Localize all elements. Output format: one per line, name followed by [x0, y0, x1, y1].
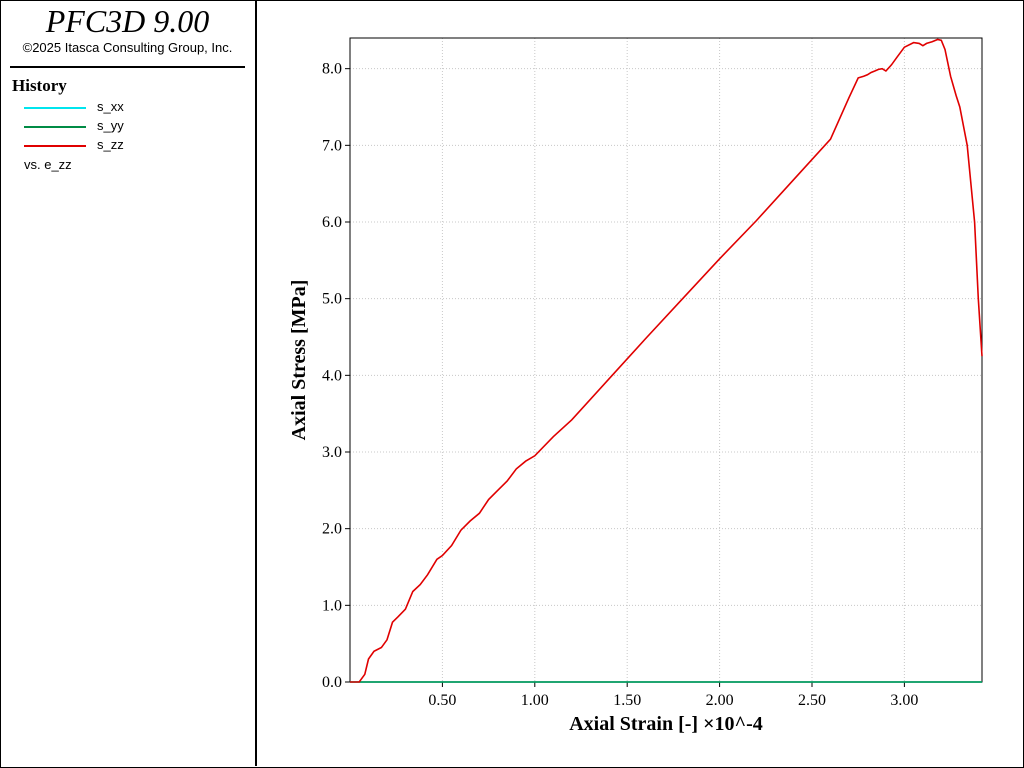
x-tick-label: 1.50: [613, 692, 641, 709]
plot-area: [349, 37, 983, 683]
x-tick-label: 2.00: [706, 692, 734, 709]
y-tick-label: 4.0: [322, 367, 342, 384]
legend-label-s-yy: s_yy: [97, 118, 124, 133]
legend-label-s-xx: s_xx: [97, 99, 124, 114]
x-tick-label: 1.00: [521, 692, 549, 709]
chart-grid: [350, 38, 982, 682]
y-tick-label: 8.0: [322, 61, 342, 78]
copyright-text: ©2025 Itasca Consulting Group, Inc.: [22, 40, 233, 55]
series-line-s-zz: [350, 38, 983, 683]
y-tick-label: 3.0: [322, 444, 342, 461]
legend-title: History: [12, 76, 67, 95]
legend-swatch-s-zz: [24, 145, 86, 147]
title-divider: [10, 66, 245, 68]
y-tick-label: 6.0: [322, 214, 342, 231]
legend-swatch-s-xx: [24, 107, 86, 109]
legend-panel: PFC3D 9.00 ©2025 Itasca Consulting Group…: [0, 0, 257, 766]
y-axis-title: Axial Stress [MPa]: [288, 280, 310, 441]
x-tick-label: 3.00: [890, 692, 918, 709]
y-tick-label: 0.0: [322, 674, 342, 691]
legend-label-s-zz: s_zz: [97, 137, 124, 152]
y-tick-label: 5.0: [322, 291, 342, 308]
legend-swatch-s-yy: [24, 126, 86, 128]
x-tick-label: 0.50: [428, 692, 456, 709]
app-title: PFC3D 9.00: [45, 3, 210, 39]
vs-axis-label: vs. e_zz: [24, 157, 72, 172]
chart-series: [350, 38, 983, 683]
y-tick-label: 2.0: [322, 521, 342, 538]
y-tick-label: 7.0: [322, 137, 342, 154]
axis-ticks: 0.50 1.00 1.50 2.00 2.50 3.00 0.0 1.0 2.0 3.0 4.0 5…: [322, 61, 918, 709]
x-tick-label: 2.50: [798, 692, 826, 709]
y-tick-label: 1.0: [322, 597, 342, 614]
x-axis-title: Axial Strain [-] ×10^-4: [569, 713, 763, 735]
